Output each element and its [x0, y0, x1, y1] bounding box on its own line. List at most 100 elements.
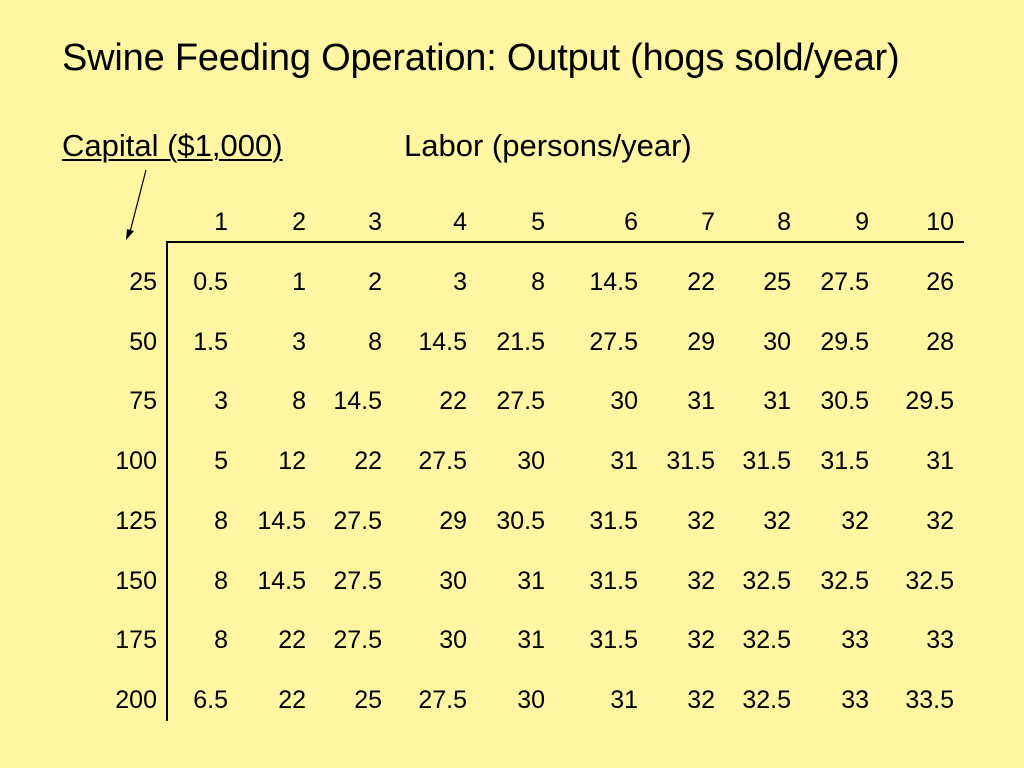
output-cell: 33: [841, 626, 869, 654]
output-cell: 27.5: [333, 626, 382, 654]
output-cell: 31.5: [820, 447, 869, 475]
labor-column-header: 2: [292, 208, 306, 236]
output-cell: 14.5: [257, 507, 306, 535]
output-cell: 3: [214, 387, 228, 415]
output-cell: 8: [368, 328, 382, 356]
output-cell: 3: [292, 328, 306, 356]
output-cell: 25: [354, 686, 382, 714]
capital-row-header: 100: [115, 447, 157, 475]
labor-column-header: 7: [701, 208, 715, 236]
output-cell: 32: [841, 507, 869, 535]
output-cell: 32: [687, 686, 715, 714]
output-cell: 21.5: [496, 328, 545, 356]
output-cell: 31: [687, 387, 715, 415]
capital-row-header: 50: [129, 328, 157, 356]
output-cell: 22: [278, 686, 306, 714]
output-cell: 27.5: [333, 567, 382, 595]
output-cell: 14.5: [257, 567, 306, 595]
labor-column-header: 3: [368, 208, 382, 236]
output-cell: 32.5: [820, 567, 869, 595]
output-cell: 33.5: [905, 686, 954, 714]
output-cell: 31: [763, 387, 791, 415]
output-cell: 31: [517, 567, 545, 595]
output-cell: 8: [214, 626, 228, 654]
output-cell: 28: [926, 328, 954, 356]
output-cell: 30: [763, 328, 791, 356]
output-cell: 12: [278, 447, 306, 475]
output-cell: 30.5: [496, 507, 545, 535]
output-cell: 32.5: [905, 567, 954, 595]
labor-column-header: 6: [624, 208, 638, 236]
output-cell: 0.5: [193, 268, 228, 296]
labor-column-header: 4: [453, 208, 467, 236]
output-cell: 2: [368, 268, 382, 296]
table-header-rule: [166, 241, 964, 243]
output-cell: 32: [687, 567, 715, 595]
capital-row-header: 75: [129, 387, 157, 415]
output-cell: 27.5: [333, 507, 382, 535]
table-row-header-rule: [166, 241, 168, 721]
page-title: Swine Feeding Operation: Output (hogs so…: [62, 37, 900, 79]
output-cell: 30.5: [820, 387, 869, 415]
output-cell: 5: [214, 447, 228, 475]
capital-row-header: 125: [115, 507, 157, 535]
output-cell: 8: [292, 387, 306, 415]
output-cell: 31: [926, 447, 954, 475]
output-cell: 31: [610, 686, 638, 714]
output-cell: 8: [214, 567, 228, 595]
output-cell: 27.5: [418, 447, 467, 475]
output-cell: 27.5: [496, 387, 545, 415]
capital-row-header: 175: [115, 626, 157, 654]
output-cell: 25: [763, 268, 791, 296]
output-cell: 32: [687, 507, 715, 535]
output-cell: 30: [439, 567, 467, 595]
output-cell: 31.5: [742, 447, 791, 475]
output-cell: 29.5: [905, 387, 954, 415]
output-cell: 32: [926, 507, 954, 535]
labor-column-header: 5: [531, 208, 545, 236]
output-cell: 26: [926, 268, 954, 296]
output-cell: 14.5: [589, 268, 638, 296]
output-cell: 32.5: [742, 686, 791, 714]
labor-column-header: 8: [777, 208, 791, 236]
labor-axis-label: Labor (persons/year): [404, 128, 692, 163]
output-cell: 22: [687, 268, 715, 296]
output-cell: 22: [354, 447, 382, 475]
output-cell: 31: [517, 626, 545, 654]
output-cell: 32: [763, 507, 791, 535]
output-cell: 22: [278, 626, 306, 654]
output-cell: 30: [439, 626, 467, 654]
output-cell: 30: [610, 387, 638, 415]
output-cell: 31.5: [589, 626, 638, 654]
output-cell: 22: [439, 387, 467, 415]
output-cell: 1.5: [193, 328, 228, 356]
output-cell: 30: [517, 686, 545, 714]
capital-row-header: 150: [115, 567, 157, 595]
output-cell: 32: [687, 626, 715, 654]
output-cell: 31.5: [589, 507, 638, 535]
output-cell: 30: [517, 447, 545, 475]
output-cell: 8: [531, 268, 545, 296]
labor-column-header: 10: [926, 208, 954, 236]
capital-axis-label: Capital ($1,000): [62, 128, 283, 163]
output-cell: 14.5: [418, 328, 467, 356]
output-cell: 31.5: [589, 567, 638, 595]
output-cell: 31: [610, 447, 638, 475]
output-cell: 32.5: [742, 567, 791, 595]
output-cell: 27.5: [589, 328, 638, 356]
labor-column-header: 1: [214, 208, 228, 236]
output-cell: 31.5: [666, 447, 715, 475]
output-cell: 29.5: [820, 328, 869, 356]
output-cell: 3: [453, 268, 467, 296]
output-cell: 27.5: [820, 268, 869, 296]
output-cell: 33: [841, 686, 869, 714]
capital-row-header: 200: [115, 686, 157, 714]
output-cell: 32.5: [742, 626, 791, 654]
output-cell: 14.5: [333, 387, 382, 415]
labor-column-header: 9: [855, 208, 869, 236]
output-cell: 27.5: [418, 686, 467, 714]
output-cell: 29: [687, 328, 715, 356]
output-cell: 8: [214, 507, 228, 535]
output-cell: 33: [926, 626, 954, 654]
